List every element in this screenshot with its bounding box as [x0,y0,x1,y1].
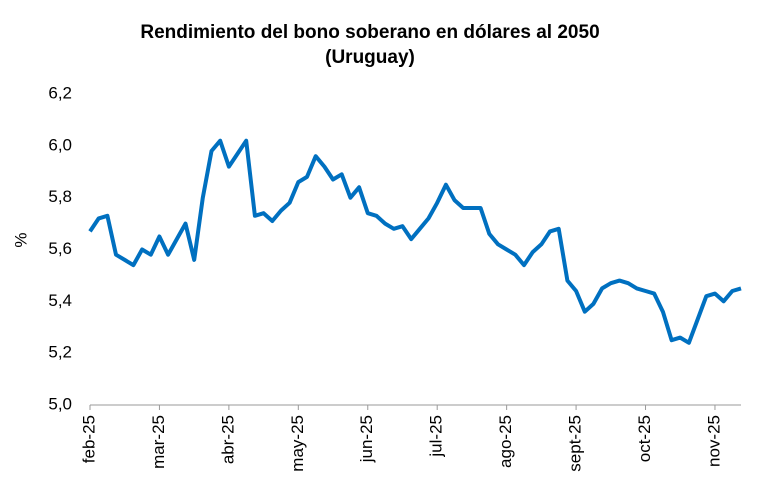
y-tick-label: 5,2 [48,343,72,362]
x-tick-label: jul-25 [427,415,446,458]
y-axis-label: % [11,232,30,247]
x-tick-label: oct-25 [635,415,654,462]
y-tick-label: 5,0 [48,394,72,413]
chart-subtitle: (Uruguay) [325,47,415,68]
y-tick-label: 5,8 [48,187,72,206]
x-tick-label: nov-25 [704,415,723,467]
x-tick-label: ago-25 [496,415,515,468]
x-tick-label: abr-25 [218,415,237,464]
chart-title: Rendimiento del bono soberano en dólares… [140,22,599,43]
data-line [88,138,742,345]
x-tick-label: jun-25 [357,415,376,463]
y-tick-label: 6,0 [48,135,72,154]
x-tick-label: may-25 [288,415,307,472]
x-tick-label: mar-25 [149,415,168,469]
x-tick-label: sept-25 [566,415,585,472]
y-tick-label: 6,2 [48,83,72,102]
y-tick-label: 5,6 [48,239,72,258]
y-tick-label: 5,4 [48,291,72,310]
x-tick-label: feb-25 [79,415,98,463]
